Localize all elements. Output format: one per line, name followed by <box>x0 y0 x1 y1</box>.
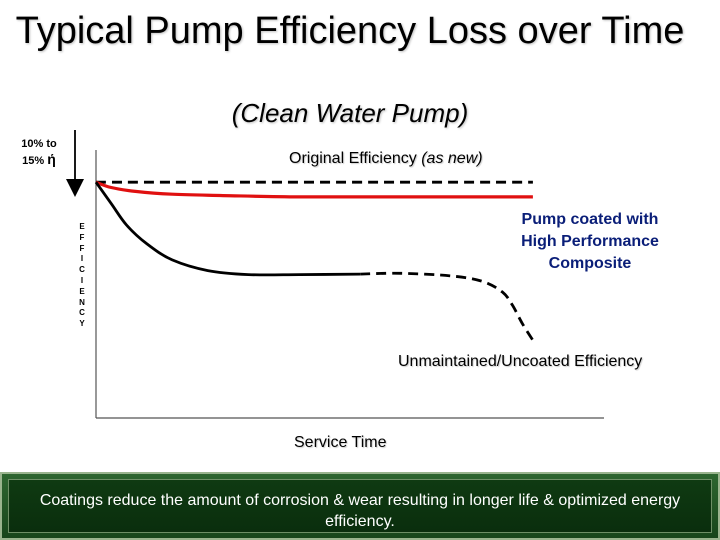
drop-label-line1: 10% to <box>21 138 57 150</box>
original-efficiency-label: Original Efficiency (as new) <box>289 150 483 168</box>
footer-panel: Coatings reduce the amount of corrosion … <box>8 479 712 533</box>
footer-text: Coatings reduce the amount of corrosion … <box>39 492 681 530</box>
efficiency-drop-label: 10% to 15% ή <box>14 137 64 169</box>
series-line-unmaintained_projection <box>360 271 535 342</box>
y-axis-label-letter: F <box>79 232 85 242</box>
y-axis-label-letter: F <box>79 243 85 253</box>
slide-title: Typical Pump Efficiency Loss over Time <box>15 10 685 52</box>
y-axis-label-letter: E <box>79 286 85 296</box>
drop-label-line2: 15% <box>22 155 45 167</box>
x-axis-label: Service Time <box>294 434 387 451</box>
y-axis-label-letter: I <box>80 275 84 285</box>
uncoated-efficiency-label: Unmaintained/Uncoated Efficiency <box>398 353 643 370</box>
y-axis-label-letter: E <box>79 222 85 231</box>
y-axis-label-letter: I <box>80 254 84 264</box>
coated-efficiency-label: Pump coated with High Performance Compos… <box>521 211 659 272</box>
y-axis-label-letter: C <box>79 308 85 318</box>
series-line-coated <box>95 180 533 199</box>
slide-subtitle: (Clean Water Pump) <box>231 98 469 128</box>
y-axis-label-letter: C <box>79 265 85 275</box>
efficiency-symbol: ή <box>47 151 56 167</box>
y-axis-label-letter: N <box>79 297 85 307</box>
y-axis-label-letter: Y <box>79 319 85 329</box>
series-line-unmaintained <box>94 181 361 277</box>
original-efficiency-note: (as new) <box>421 150 483 167</box>
footer-banner: Coatings reduce the amount of corrosion … <box>0 472 720 540</box>
original-efficiency-text: Original Efficiency <box>289 150 417 167</box>
